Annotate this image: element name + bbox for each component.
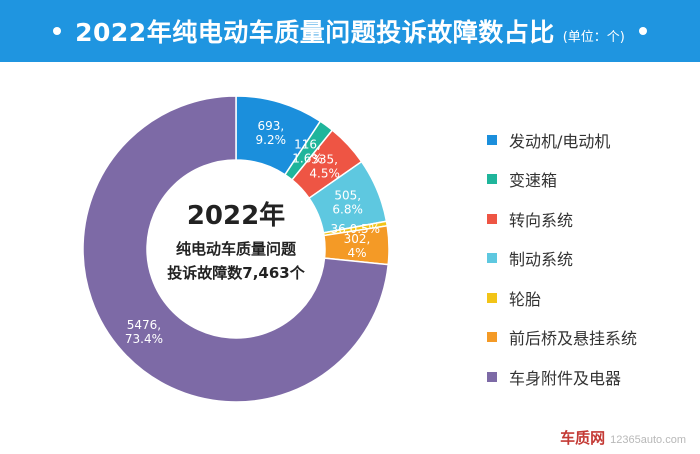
legend-item: 车身附件及电器	[487, 357, 687, 397]
header-left-dot	[53, 27, 62, 35]
legend-label: 制动系统	[509, 250, 574, 270]
watermark-site: 12365auto.com	[610, 434, 686, 446]
legend-swatch	[487, 371, 497, 382]
legend-item: 轮胎	[487, 278, 687, 318]
header-right-dot	[638, 27, 647, 35]
slice-label: 36,0.5%	[331, 222, 381, 236]
slice-label: 335, 4.5%	[309, 153, 340, 181]
donut-hole	[147, 160, 325, 338]
donut-slices	[82, 95, 390, 403]
legend-label: 前后桥及悬挂系统	[509, 329, 638, 349]
legend-swatch	[487, 174, 497, 185]
legend-item: 发动机/电动机	[487, 120, 687, 160]
watermark-brand: 车质网	[560, 430, 606, 447]
legend-item: 变速箱	[487, 160, 687, 200]
slice-label: 505, 6.8%	[332, 188, 363, 216]
legend-swatch	[487, 332, 497, 343]
slice-label: 302, 4%	[344, 232, 371, 260]
header-bar: 2022年纯电动车质量问题投诉故障数占比 (单位：个)	[0, 0, 700, 62]
watermark: 车质网 12365auto.com	[560, 427, 686, 448]
legend-item: 前后桥及悬挂系统	[487, 318, 687, 358]
unit-label: (单位：个)	[562, 29, 625, 45]
center-subtitle: 纯电动车质量问题	[176, 240, 297, 258]
legend-label: 轮胎	[509, 289, 542, 309]
header-content: 2022年纯电动车质量问题投诉故障数占比 (单位：个)	[0, 0, 700, 62]
chart-title: 2022年纯电动车质量问题投诉故障数占比	[75, 18, 555, 47]
legend-label: 变速箱	[509, 171, 558, 191]
slice-label: 116, 1.6%	[292, 137, 323, 165]
legend-swatch	[487, 292, 497, 303]
legend: 发动机/电动机 变速箱转向系统制动系统轮胎前后桥及悬挂系统 车身附件及电器	[487, 120, 687, 397]
legend-label: 车身附件及电器	[509, 368, 622, 388]
legend-swatch	[487, 253, 497, 264]
legend-label: 发动机/电动机	[509, 131, 611, 151]
legend-label: 转向系统	[509, 210, 574, 230]
legend-swatch	[487, 134, 497, 145]
slice-label: 5476, 73.4%	[125, 318, 163, 346]
center-total: 投诉故障数7,463个	[167, 264, 305, 282]
legend-swatch	[487, 213, 497, 224]
center-year: 2022年	[187, 200, 285, 231]
legend-item: 制动系统	[487, 239, 687, 279]
legend-item: 转向系统	[487, 199, 687, 239]
slice-labels: 693, 9.2% 116, 1.6%335, 4.5% 505, 6.8% 36,0.5%3…	[125, 119, 380, 346]
slice-label: 693, 9.2%	[256, 119, 287, 147]
